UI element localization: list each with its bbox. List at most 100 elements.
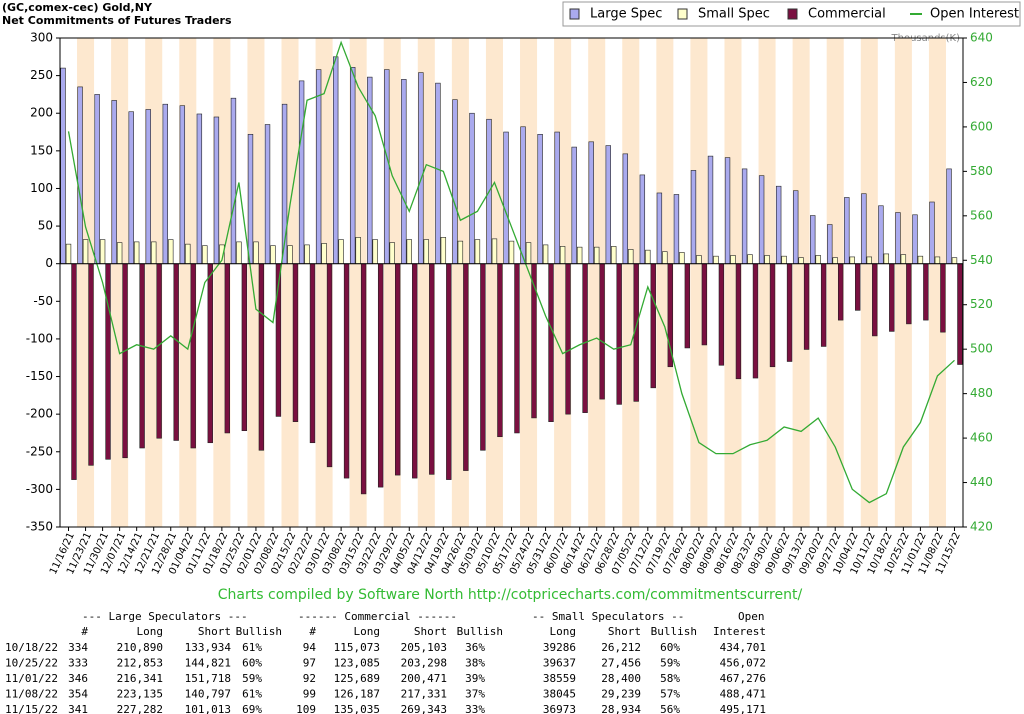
bar [429, 263, 435, 475]
bar [554, 131, 560, 264]
bar [65, 243, 72, 264]
y-tick-label: 0 [45, 256, 53, 270]
bar [588, 141, 594, 264]
bar [883, 253, 890, 264]
bar [559, 246, 566, 264]
y2-tick-label: 420 [970, 520, 993, 534]
table-cell: 200,471 [401, 672, 447, 685]
column-band [894, 38, 912, 527]
bar [690, 170, 697, 264]
bar [548, 263, 554, 422]
table-cell: 216,341 [117, 672, 163, 685]
bar [309, 263, 316, 444]
table-cell: 333 [68, 657, 88, 670]
y-tick-label: 50 [38, 219, 53, 233]
bar [224, 263, 230, 434]
table-column-header: Bullish [651, 625, 697, 638]
bar [815, 255, 821, 264]
bar [878, 205, 884, 264]
table-cell: 434,701 [720, 641, 766, 654]
table-cell: 115,073 [334, 641, 380, 654]
bar [667, 263, 673, 368]
table-cell: 210,890 [117, 641, 163, 654]
bar [94, 94, 100, 264]
line [67, 40, 955, 504]
y-tick-label: 200 [30, 106, 53, 120]
bar [315, 69, 322, 264]
bar [185, 243, 191, 264]
bar [406, 239, 412, 264]
table-cell: 123,085 [334, 657, 380, 670]
bar [105, 263, 111, 460]
table-cell: 144,821 [185, 657, 231, 670]
y2-tick-label: 460 [970, 431, 993, 445]
table-cell: 341 [68, 703, 88, 714]
bar [810, 215, 816, 264]
bar [849, 256, 855, 264]
legend-label: Open Interest [930, 7, 1019, 22]
bar [497, 263, 503, 438]
table-column-header: Interest [713, 625, 766, 638]
bar [951, 257, 958, 264]
column-band [690, 38, 708, 527]
legend-swatch [677, 8, 688, 20]
table-cell: 11/15/22 [5, 703, 58, 714]
bar [389, 242, 395, 264]
bar [213, 116, 220, 264]
bar [401, 79, 407, 264]
bar [88, 263, 94, 466]
bar [469, 112, 475, 264]
bar [270, 245, 276, 264]
bar [60, 67, 66, 264]
bar [367, 76, 373, 264]
bar [253, 241, 259, 264]
bar [82, 239, 89, 264]
table-cell: 28,400 [601, 672, 641, 685]
y-tick-label: -100 [26, 331, 53, 345]
bar [889, 263, 895, 332]
bar [713, 255, 719, 264]
bar [781, 255, 787, 264]
bar [236, 241, 242, 264]
bar [207, 263, 213, 444]
bar [673, 194, 680, 264]
table-cell: 60% [242, 657, 262, 670]
table-cell: 27,456 [601, 657, 641, 670]
bar [156, 263, 162, 439]
bar [861, 193, 867, 264]
bar [803, 263, 810, 350]
table-cell: 223,135 [117, 688, 163, 701]
bar [718, 263, 725, 366]
bar [355, 237, 361, 264]
bar [145, 109, 151, 264]
table-group-header: Open [738, 610, 765, 623]
table-cell: 60% [660, 641, 680, 654]
table-cell: 69% [242, 703, 262, 714]
bar [332, 56, 339, 264]
bar [895, 212, 901, 264]
bar [537, 133, 543, 264]
table-cell: 36973 [543, 703, 576, 714]
y2-tick-label: 520 [970, 297, 993, 311]
bar [946, 168, 952, 264]
bar [917, 255, 924, 264]
table-cell: 135,035 [334, 703, 380, 714]
bar [423, 239, 429, 264]
bar [616, 263, 622, 405]
bar [139, 263, 145, 449]
bar [650, 263, 656, 389]
table-cell: 38% [465, 657, 485, 670]
table-cell: 11/08/22 [5, 688, 58, 701]
y2-tick-label: 560 [970, 208, 993, 222]
bar [71, 263, 77, 480]
bar [360, 263, 367, 495]
bar [872, 263, 878, 337]
y-tick-label: -250 [26, 444, 53, 458]
column-band [928, 38, 946, 527]
y-tick-label: -50 [33, 294, 53, 308]
y2-tick-label: 500 [970, 342, 993, 356]
bar [707, 155, 714, 264]
bar [99, 239, 106, 264]
bar [645, 249, 651, 264]
